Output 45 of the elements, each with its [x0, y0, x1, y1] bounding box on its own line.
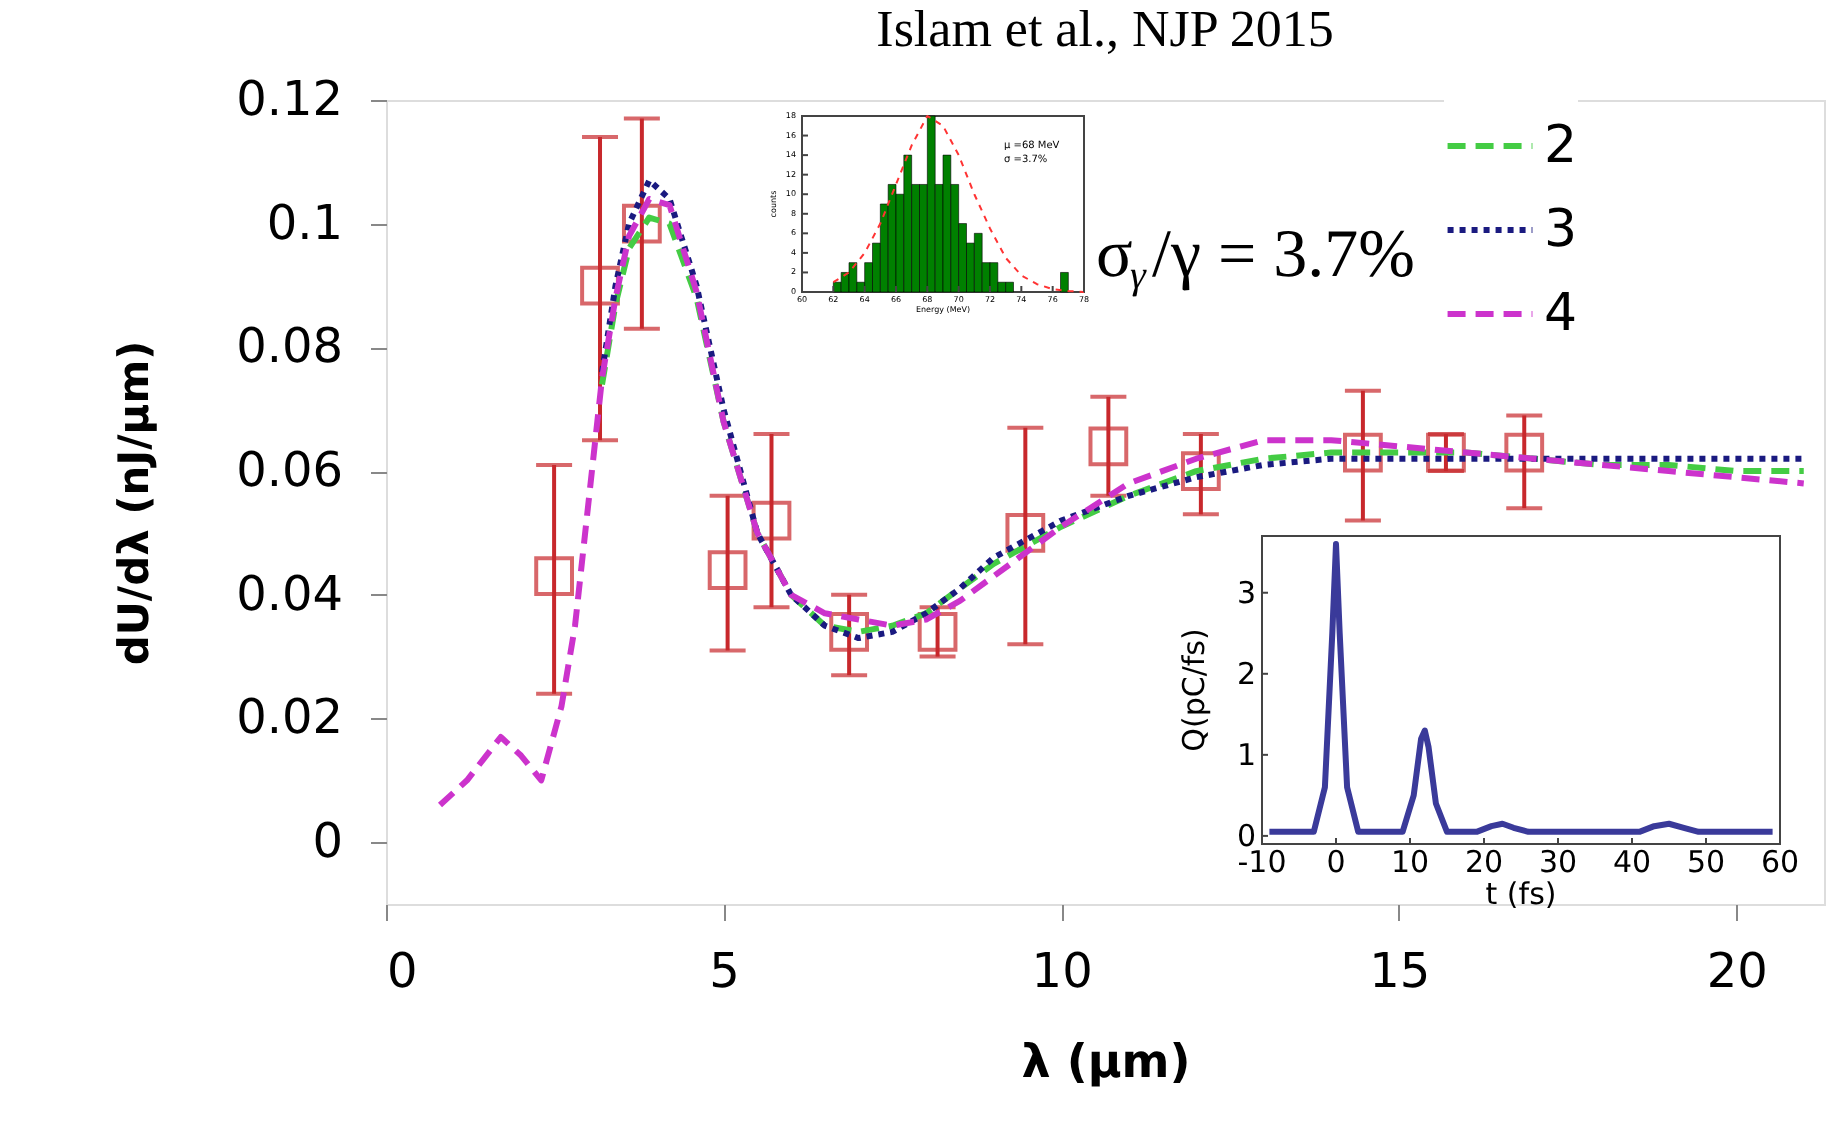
x-tick-label: 50 [1686, 844, 1726, 880]
point [707, 550, 748, 590]
point [1088, 426, 1129, 467]
y-tick-label: 0.12 [236, 71, 343, 127]
y-axis-title: dU/dλ (nJ/μm) [110, 340, 159, 666]
x-tick-label: 20 [1706, 943, 1768, 999]
legend-label: 2 [1544, 116, 1578, 176]
point [829, 611, 870, 652]
chart-title: Islam et al., NJP 2015 [876, 0, 1334, 58]
legend-label: 3 [1544, 200, 1578, 260]
point [1504, 432, 1545, 473]
x-tick-label: 60 [1760, 844, 1800, 880]
x-axis-title: t (fs) [1485, 876, 1557, 912]
y-tick-label: 1 [1236, 736, 1256, 773]
x-tick-label: 0 [1326, 844, 1346, 880]
point [534, 556, 574, 597]
line-series [832, 115, 1085, 293]
y-tick-label: 0.02 [236, 689, 343, 746]
y-axis-title: Q(pC/fs) [1176, 628, 1212, 752]
x-axis-title: λ (μm) [1021, 1037, 1191, 1089]
y-tick-label: 3 [1236, 574, 1256, 611]
point [751, 500, 792, 541]
x-tick-label: 20 [1464, 844, 1504, 880]
point [580, 265, 620, 306]
y-tick-label: 0.04 [236, 565, 343, 622]
y-tick-label: 0.06 [236, 442, 343, 499]
point [621, 203, 662, 244]
line-series [437, 195, 1807, 809]
y-tick-label: 2 [1236, 655, 1256, 692]
x-tick-label: 10 [1031, 943, 1093, 999]
point [1005, 513, 1046, 553]
y-tick-label: 0.1 [266, 194, 343, 251]
line-series [1266, 541, 1776, 835]
x-tick-label: 15 [1369, 943, 1431, 999]
x-tick-label: 0 [387, 943, 418, 999]
point [1180, 451, 1221, 491]
x-tick-label: 10 [1390, 844, 1430, 880]
x-tick-label: 30 [1538, 844, 1578, 880]
x-tick-label: -10 [1237, 844, 1287, 880]
point [1343, 432, 1383, 473]
legend-label: 4 [1544, 284, 1578, 344]
x-tick-label: 5 [709, 943, 740, 999]
y-tick-label: 0.08 [236, 318, 343, 375]
point [917, 611, 958, 652]
x-tick-label: 40 [1612, 844, 1652, 880]
